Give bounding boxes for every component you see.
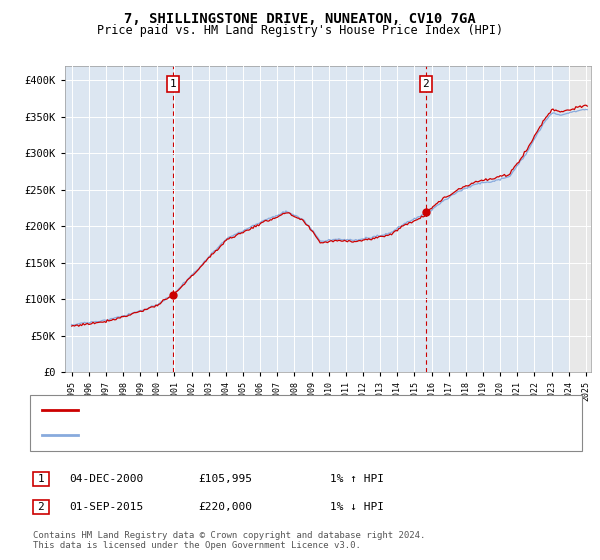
Bar — [569, 66, 595, 372]
Text: 01-SEP-2015: 01-SEP-2015 — [69, 502, 143, 512]
Text: £105,995: £105,995 — [198, 474, 252, 484]
Text: 2: 2 — [422, 79, 429, 89]
Text: 04-DEC-2000: 04-DEC-2000 — [69, 474, 143, 484]
Text: Price paid vs. HM Land Registry's House Price Index (HPI): Price paid vs. HM Land Registry's House … — [97, 24, 503, 36]
Text: 1% ↓ HPI: 1% ↓ HPI — [330, 502, 384, 512]
Text: 7, SHILLINGSTONE DRIVE, NUNEATON, CV10 7GA (detached house): 7, SHILLINGSTONE DRIVE, NUNEATON, CV10 7… — [84, 405, 482, 416]
Text: 2: 2 — [37, 502, 44, 512]
Bar — [569, 66, 595, 372]
Text: 1% ↑ HPI: 1% ↑ HPI — [330, 474, 384, 484]
Text: 1: 1 — [37, 474, 44, 484]
Text: £220,000: £220,000 — [198, 502, 252, 512]
Text: HPI: Average price, detached house, Nuneaton and Bedworth: HPI: Average price, detached house, Nune… — [84, 430, 469, 440]
Text: Contains HM Land Registry data © Crown copyright and database right 2024.
This d: Contains HM Land Registry data © Crown c… — [33, 531, 425, 550]
Text: 7, SHILLINGSTONE DRIVE, NUNEATON, CV10 7GA: 7, SHILLINGSTONE DRIVE, NUNEATON, CV10 7… — [124, 12, 476, 26]
Text: 1: 1 — [170, 79, 176, 89]
